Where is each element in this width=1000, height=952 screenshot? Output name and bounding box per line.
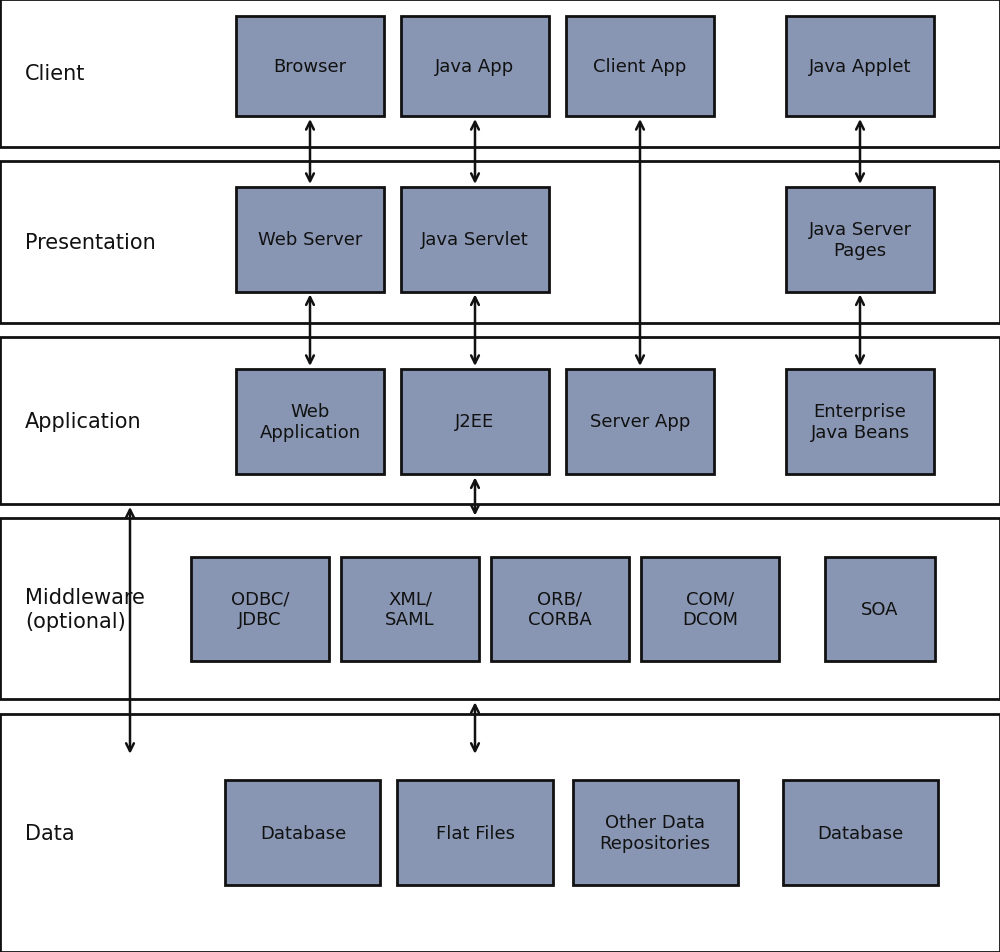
Text: Database: Database <box>817 824 903 842</box>
Bar <box>641 557 779 662</box>
Text: Client: Client <box>25 64 85 84</box>
Bar <box>786 369 934 474</box>
Bar <box>401 188 549 292</box>
Bar <box>0 519 1000 700</box>
Text: Presentation: Presentation <box>25 233 156 252</box>
Text: Java Servlet: Java Servlet <box>421 231 529 248</box>
Text: Other Data
Repositories: Other Data Repositories <box>600 814 710 852</box>
Bar <box>572 781 738 885</box>
Text: Server App: Server App <box>590 413 690 430</box>
Text: Web Server: Web Server <box>258 231 362 248</box>
Text: Client App: Client App <box>593 58 687 75</box>
Text: Middleware
(optional): Middleware (optional) <box>25 587 145 631</box>
Bar <box>225 781 380 885</box>
Text: XML/
SAML: XML/ SAML <box>385 590 435 628</box>
Bar <box>0 714 1000 952</box>
Bar <box>236 188 384 292</box>
Text: Data: Data <box>25 823 75 843</box>
Text: Enterprise
Java Beans: Enterprise Java Beans <box>810 403 910 441</box>
Bar <box>397 781 552 885</box>
Text: Database: Database <box>260 824 346 842</box>
Bar <box>825 557 935 662</box>
Bar <box>566 369 714 474</box>
Bar <box>401 369 549 474</box>
Text: Java Server
Pages: Java Server Pages <box>808 221 912 259</box>
Bar <box>236 369 384 474</box>
Text: COM/
DCOM: COM/ DCOM <box>682 590 738 628</box>
Text: ORB/
CORBA: ORB/ CORBA <box>528 590 592 628</box>
Bar <box>0 162 1000 324</box>
Text: Web
Application: Web Application <box>259 403 361 441</box>
Text: J2EE: J2EE <box>455 413 495 430</box>
Text: Java App: Java App <box>435 58 515 75</box>
Bar <box>341 557 479 662</box>
Text: SOA: SOA <box>861 601 899 618</box>
Bar <box>786 188 934 292</box>
Bar <box>786 17 934 117</box>
Bar <box>566 17 714 117</box>
Text: Flat Files: Flat Files <box>436 824 514 842</box>
Bar <box>236 17 384 117</box>
Bar <box>191 557 329 662</box>
Bar <box>491 557 629 662</box>
Text: ODBC/
JDBC: ODBC/ JDBC <box>231 590 289 628</box>
Text: Application: Application <box>25 411 142 431</box>
Bar <box>782 781 938 885</box>
Bar <box>401 17 549 117</box>
Bar <box>0 338 1000 505</box>
Bar <box>0 0 1000 148</box>
Text: Browser: Browser <box>273 58 347 75</box>
Text: Java Applet: Java Applet <box>809 58 911 75</box>
